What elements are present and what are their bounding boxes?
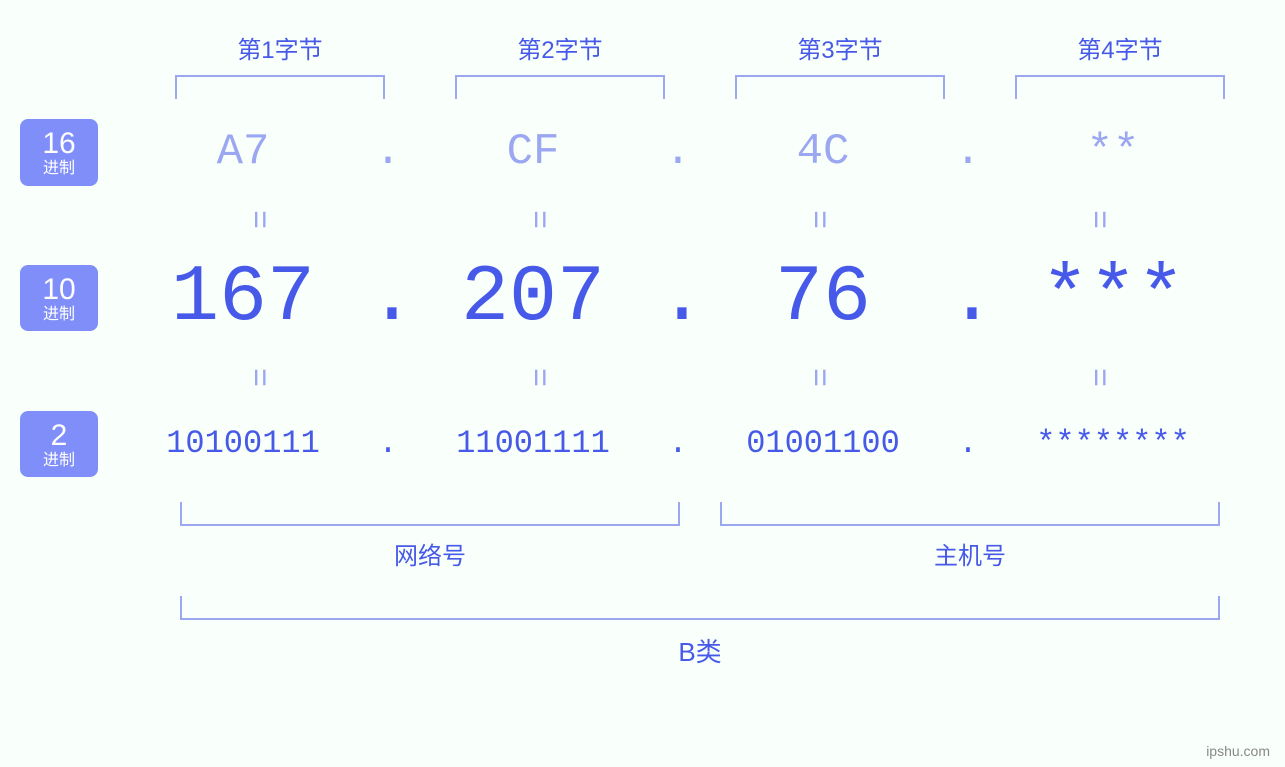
bin-dot-3: . (958, 425, 977, 462)
dec-values: 167 . 207 . 76 . *** (118, 253, 1238, 344)
watermark: ipshu.com (1206, 743, 1270, 759)
byte-headers-row: 第1字节 第2字节 第3字节 第4字节 (140, 30, 1260, 65)
byte-header-1: 第1字节 (155, 30, 405, 65)
byte-header-2: 第2字节 (435, 30, 685, 65)
bin-values: 10100111 . 11001111 . 01001100 . *******… (118, 425, 1238, 462)
top-bracket-2 (455, 75, 665, 99)
bin-row: 2 进制 10100111 . 11001111 . 01001100 . **… (20, 411, 1265, 478)
diagram-container: 第1字节 第2字节 第3字节 第4字节 16 进制 A7 . CF . 4C .… (0, 0, 1285, 767)
equals-2-1: = (240, 252, 277, 502)
bin-badge: 2 进制 (20, 411, 98, 478)
dec-badge: 10 进制 (20, 265, 98, 332)
host-bracket (720, 502, 1220, 526)
hex-badge-label: 进制 (34, 160, 84, 178)
bin-badge-number: 2 (34, 419, 84, 452)
hex-row: 16 进制 A7 . CF . 4C . ** (20, 119, 1265, 186)
bin-dot-2: . (668, 425, 687, 462)
bin-dot-1: . (378, 425, 397, 462)
network-bracket (180, 502, 680, 526)
hex-badge: 16 进制 (20, 119, 98, 186)
network-host-brackets: 网络号 主机号 (140, 502, 1260, 571)
hex-dot-2: . (665, 127, 691, 177)
byte-header-4: 第4字节 (995, 30, 1245, 65)
equals-row-1: = = = = (118, 201, 1238, 238)
equals-2-4: = (1080, 252, 1117, 502)
host-label: 主机号 (934, 536, 1006, 571)
bin-badge-label: 进制 (34, 452, 84, 470)
top-bracket-3 (735, 75, 945, 99)
class-bracket-container: B类 (140, 596, 1260, 669)
top-bracket-1 (175, 75, 385, 99)
hex-dot-1: . (375, 127, 401, 177)
dec-badge-label: 进制 (34, 306, 84, 324)
network-label: 网络号 (394, 536, 466, 571)
equals-2-2: = (520, 252, 557, 502)
host-bracket-group: 主机号 (720, 502, 1220, 571)
class-label: B类 (180, 632, 1220, 669)
network-bracket-group: 网络号 (180, 502, 680, 571)
byte-header-3: 第3字节 (715, 30, 965, 65)
hex-dot-3: . (955, 127, 981, 177)
hex-values: A7 . CF . 4C . ** (118, 127, 1238, 177)
equals-2-3: = (800, 252, 837, 502)
class-bracket (180, 596, 1220, 620)
dec-row: 10 进制 167 . 207 . 76 . *** (20, 253, 1265, 344)
top-bracket-4 (1015, 75, 1225, 99)
hex-badge-number: 16 (34, 127, 84, 160)
dec-badge-number: 10 (34, 273, 84, 306)
equals-row-2: = = = = (118, 359, 1238, 396)
